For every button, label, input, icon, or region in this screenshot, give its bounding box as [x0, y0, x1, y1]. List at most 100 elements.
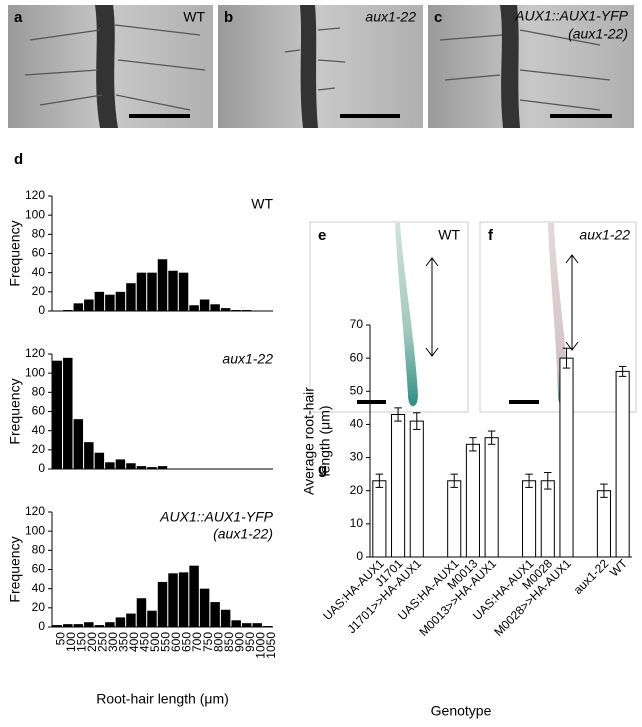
stain-e: e WT: [309, 221, 469, 413]
error-bar: [618, 365, 627, 377]
bar: [63, 357, 73, 469]
y-tick-label: 120: [25, 188, 45, 202]
x-tick-label: 450: [138, 632, 152, 652]
bar: [522, 480, 537, 558]
y-tick-label: 0: [38, 461, 45, 475]
bar: [136, 466, 147, 469]
bar: [189, 565, 199, 627]
y-tick-label: 80: [32, 543, 46, 557]
bar: [178, 572, 189, 627]
bar: [372, 480, 387, 558]
y-axis-label: Frequency: [7, 378, 23, 444]
y-tick-label: 70: [350, 317, 364, 331]
y-axis-label: Frequency: [7, 220, 23, 286]
bar: [168, 573, 178, 627]
x-tick-label: 900: [232, 632, 246, 652]
bar: [447, 480, 462, 558]
bar: [540, 480, 555, 558]
bar: [178, 272, 189, 311]
bar: [126, 613, 136, 627]
bar: [147, 610, 157, 627]
bar: [391, 413, 406, 558]
panel-caption: AUX1::AUX1-YFP: [514, 8, 628, 24]
panel-label: a: [14, 9, 23, 26]
y-tick-label: 50: [350, 383, 364, 397]
bar: [73, 624, 84, 627]
panel-caption: WT: [438, 227, 460, 243]
error-bar: [562, 347, 571, 369]
x-tick-label: 700: [190, 632, 204, 652]
y-tick-label: 80: [32, 227, 46, 241]
bar: [199, 299, 210, 311]
panel-label: f: [488, 227, 494, 244]
y-tick-label: 40: [32, 265, 46, 279]
x-tick-label: 300: [106, 632, 120, 652]
bar: [84, 622, 94, 627]
bar: [559, 357, 574, 558]
y-axis-label: length (μm): [317, 405, 333, 476]
y-tick-label: 100: [25, 207, 45, 221]
x-tick-label: 150: [74, 632, 88, 652]
bar: [231, 620, 241, 627]
x-tick-label: 1050: [264, 632, 278, 659]
chart-title: AUX1::AUX1-YFP: [159, 509, 273, 525]
x-tick-label: 550: [159, 632, 173, 652]
bar: [94, 452, 105, 469]
bar: [84, 299, 94, 311]
bar: [126, 283, 136, 311]
bar: [52, 360, 62, 469]
bar: [105, 462, 115, 469]
panel-label: b: [224, 9, 233, 26]
x-tick-label: 800: [211, 632, 225, 652]
y-tick-label: 20: [350, 483, 364, 497]
bar: [147, 272, 157, 311]
error-bar: [450, 473, 458, 488]
x-tick-label: 650: [180, 632, 194, 652]
bar: [63, 624, 73, 627]
y-tick-label: 60: [32, 246, 46, 260]
y-tick-label: 10: [350, 516, 364, 530]
bar: [115, 617, 126, 627]
error-bar: [525, 473, 533, 488]
bar: [136, 598, 147, 627]
stain-f: f aux1-22: [479, 221, 637, 413]
bar: [484, 437, 499, 558]
bar: [409, 420, 424, 558]
bar: [126, 463, 136, 469]
bar: [115, 291, 126, 311]
y-tick-label: 60: [350, 350, 364, 364]
error-bar: [394, 407, 402, 422]
bar: [210, 602, 220, 627]
chart-title: WT: [251, 196, 273, 212]
x-tick-label: 100: [64, 632, 78, 652]
error-bar: [544, 471, 552, 490]
y-tick-label: 0: [38, 303, 45, 317]
chart-subtitle: (aux1-22): [213, 526, 273, 542]
y-tick-label: 20: [32, 442, 46, 456]
bar: [105, 294, 115, 311]
y-tick-label: 100: [25, 523, 45, 537]
x-tick-label: 850: [222, 632, 236, 652]
y-tick-label: 120: [25, 504, 45, 518]
panel-label: d: [14, 151, 23, 168]
y-tick-label: 20: [32, 600, 46, 614]
y-tick-label: 40: [32, 581, 46, 595]
panel-caption: WT: [183, 9, 205, 25]
x-tick-label: 600: [169, 632, 183, 652]
x-tick-label: 750: [201, 632, 215, 652]
y-tick-label: 40: [350, 417, 364, 431]
photo-b: b aux1-22: [218, 5, 423, 128]
panel-label: c: [434, 9, 442, 26]
bar: [596, 490, 611, 558]
bar: [189, 305, 199, 311]
y-tick-label: 60: [32, 562, 46, 576]
error-bar: [469, 437, 477, 452]
x-tick-label: 250: [96, 632, 110, 652]
x-tick-label: aux1-22: [571, 556, 612, 597]
error-bar: [600, 483, 608, 498]
bar: [115, 459, 126, 469]
bar: [73, 419, 84, 469]
y-tick-label: 40: [32, 423, 46, 437]
x-tick-label: WT: [607, 556, 631, 580]
bar: [241, 310, 252, 311]
